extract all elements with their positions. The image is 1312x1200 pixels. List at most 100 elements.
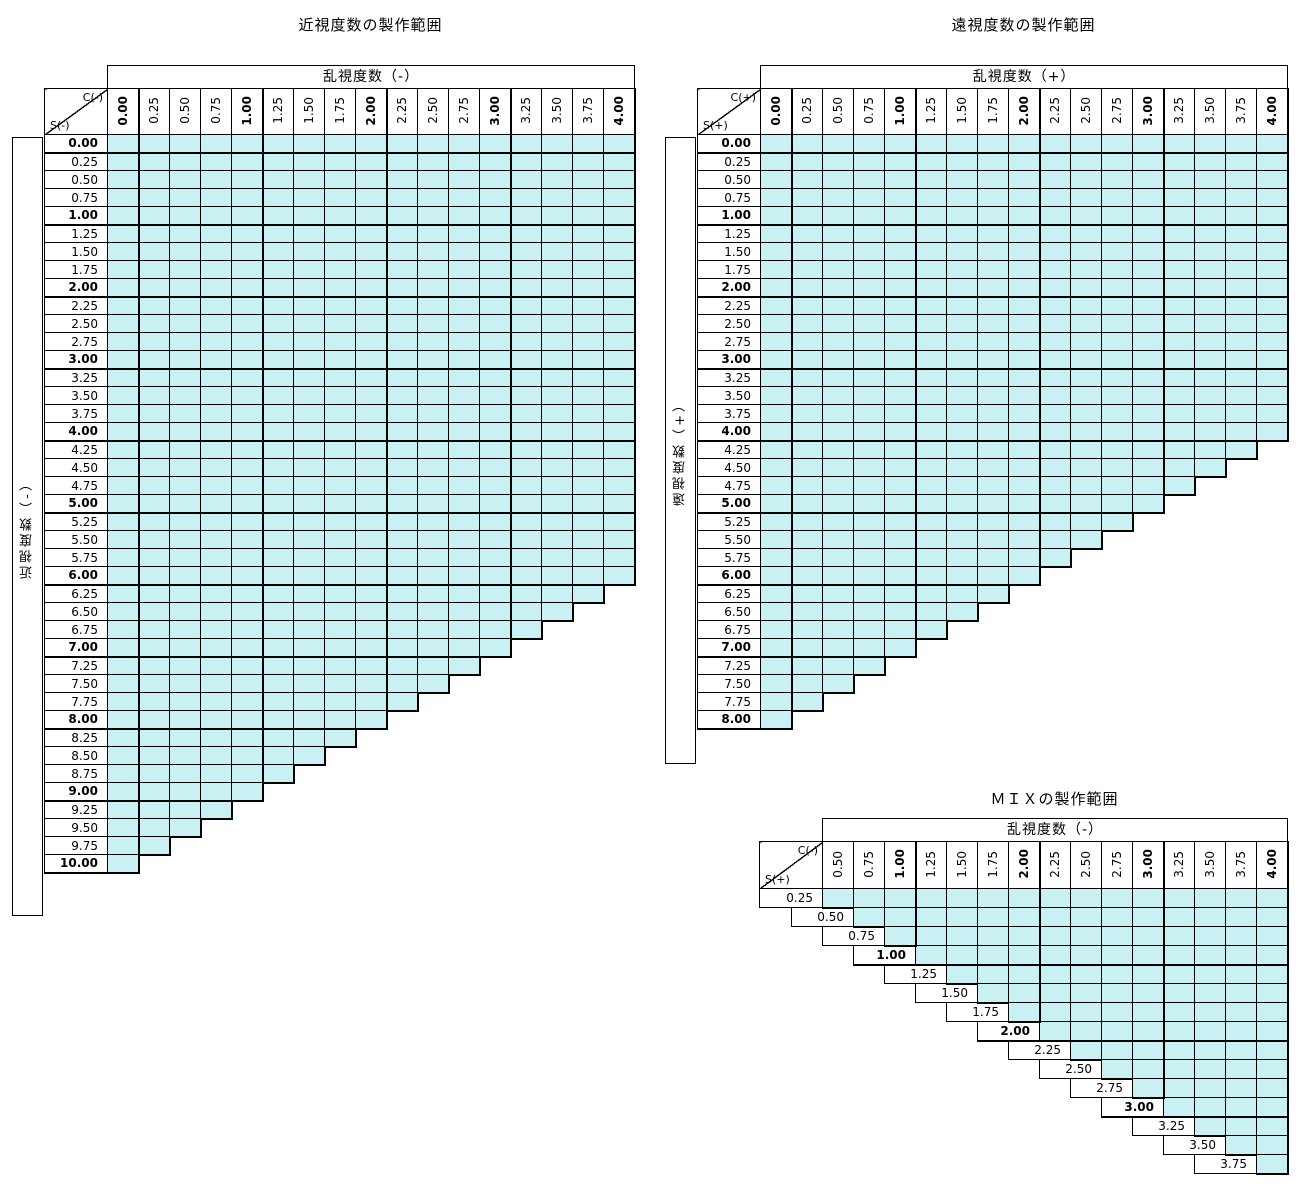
range-cell <box>1194 242 1226 261</box>
range-cell <box>200 692 232 711</box>
row-label: 1.25 <box>884 964 947 984</box>
range-cell <box>448 602 480 621</box>
blank-cell <box>946 1135 978 1155</box>
range-cell <box>884 440 917 459</box>
row-label: 6.75 <box>697 620 761 639</box>
range-cell <box>760 620 793 639</box>
range-cell <box>138 386 170 405</box>
range-cell <box>262 206 294 226</box>
range-cell <box>853 332 885 351</box>
range-cell <box>602 260 636 279</box>
table-row: 7.25 <box>697 656 1288 676</box>
blank-cell <box>822 945 854 965</box>
table-row: 3.75 <box>759 1154 1289 1175</box>
range-cell <box>572 152 604 171</box>
range-cell <box>946 440 978 459</box>
range-cell <box>853 404 885 423</box>
range-cell <box>448 620 480 639</box>
corner-c-label: C(+) <box>730 91 756 104</box>
table-row: 6.50 <box>44 602 635 622</box>
range-cell <box>231 188 264 207</box>
blank-cell <box>915 1116 947 1136</box>
blank-cell <box>884 1135 916 1155</box>
blank-cell <box>1070 1135 1102 1155</box>
blank-cell <box>915 1002 947 1022</box>
range-cell <box>324 476 356 495</box>
range-cell <box>107 638 140 658</box>
column-label: 0.75 <box>853 841 885 889</box>
range-cell <box>977 476 1009 495</box>
myopia-title: 近視度数の製作範囲 <box>298 16 443 34</box>
range-cell <box>760 710 793 730</box>
range-cell <box>946 188 978 207</box>
range-cell <box>200 170 232 189</box>
column-label: 4.00 <box>602 88 636 135</box>
range-cell <box>1163 188 1195 207</box>
range-cell <box>1008 224 1041 243</box>
range-cell <box>1132 1059 1165 1079</box>
range-cell <box>791 548 823 567</box>
range-cell <box>324 674 356 693</box>
range-cell <box>760 134 793 154</box>
range-cell <box>884 368 917 387</box>
range-cell <box>200 602 232 621</box>
range-cell <box>262 134 294 154</box>
range-cell <box>977 170 1009 189</box>
range-cell <box>1194 152 1226 171</box>
range-cell <box>324 350 356 370</box>
range-cell <box>853 512 885 531</box>
range-cell <box>1194 1002 1226 1022</box>
range-cell <box>293 746 326 766</box>
range-cell <box>1101 368 1133 387</box>
blank-cell <box>759 1135 792 1155</box>
row-label: 3.25 <box>1132 1116 1195 1136</box>
range-cell <box>915 224 947 243</box>
range-cell <box>231 692 264 711</box>
range-cell <box>1255 332 1289 351</box>
column-label: 1.75 <box>977 841 1009 889</box>
range-cell <box>1255 422 1289 442</box>
range-cell <box>541 440 573 459</box>
range-cell <box>510 512 542 531</box>
row-label: 0.75 <box>44 188 108 207</box>
range-cell <box>915 314 947 333</box>
range-cell <box>1101 404 1133 423</box>
range-cell <box>853 476 885 495</box>
range-cell <box>479 584 512 603</box>
range-cell <box>791 692 824 712</box>
row-label: 3.50 <box>1163 1135 1226 1155</box>
row-label: 0.50 <box>44 170 108 189</box>
range-cell <box>417 170 449 189</box>
row-label: 3.75 <box>44 404 108 423</box>
range-cell <box>915 494 947 514</box>
range-cell <box>293 638 325 658</box>
range-cell <box>602 170 636 189</box>
range-cell <box>138 170 170 189</box>
range-cell <box>884 926 917 947</box>
range-cell <box>791 386 823 405</box>
range-cell <box>355 710 388 730</box>
blank-cell <box>1008 1135 1040 1155</box>
range-cell <box>946 907 978 927</box>
range-cell <box>355 260 388 279</box>
range-cell <box>915 602 947 621</box>
range-cell <box>386 638 418 658</box>
range-cell <box>1132 242 1165 261</box>
range-cell <box>1101 296 1133 315</box>
row-label: 0.00 <box>44 134 108 154</box>
row-label: 4.75 <box>697 476 761 495</box>
blank-cell <box>1008 1116 1040 1136</box>
range-cell <box>200 530 232 549</box>
myopia-side-axis: 近視度数（-） <box>12 137 43 916</box>
range-cell <box>1039 926 1071 946</box>
range-cell <box>1070 170 1102 189</box>
range-cell <box>169 494 201 514</box>
range-cell <box>884 206 917 226</box>
range-cell <box>386 584 418 603</box>
range-cell <box>231 386 264 405</box>
range-cell <box>200 746 232 765</box>
range-cell <box>915 278 947 298</box>
range-cell <box>107 710 140 730</box>
range-cell <box>1070 296 1102 315</box>
range-cell <box>1225 386 1257 405</box>
